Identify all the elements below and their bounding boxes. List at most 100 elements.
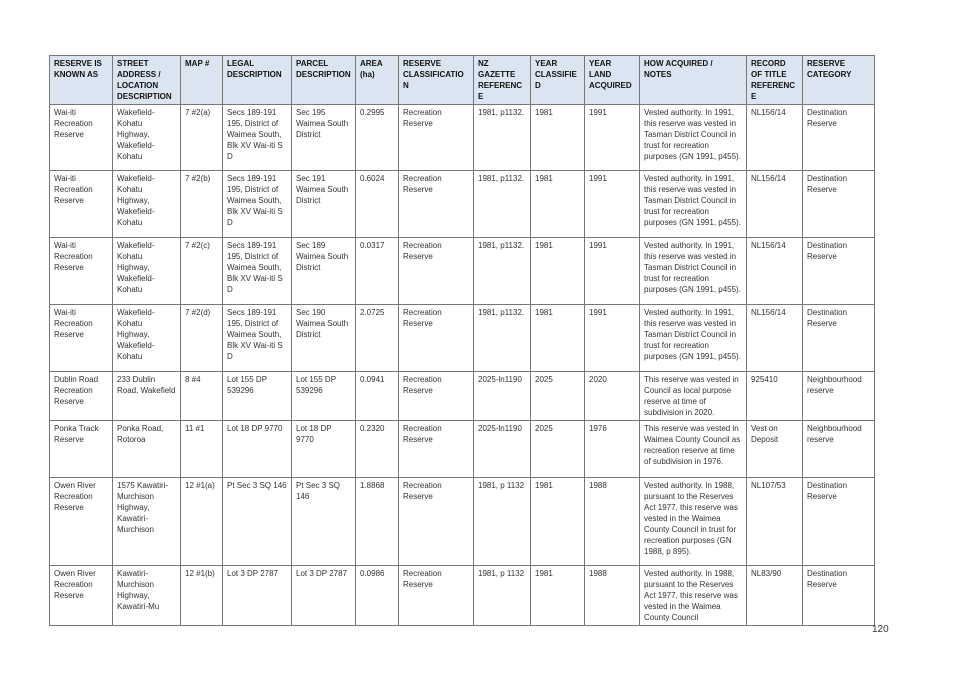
table-cell: 1991 bbox=[584, 170, 640, 238]
table-row: Ponka Track Reserve Ponka Road, Rotoroa 11… bbox=[49, 420, 875, 478]
table-cell: NL156/14 bbox=[746, 104, 803, 171]
table-cell: 1981 bbox=[530, 304, 585, 372]
table-cell: Lot 3 DP 2787 bbox=[222, 565, 292, 626]
table-cell: Recreation Reserve bbox=[398, 170, 474, 238]
table-cell: Destination Reserve bbox=[802, 104, 875, 171]
table-cell: 12 #1(a) bbox=[180, 477, 223, 566]
table-cell: Pt Sec 3 SQ 146 bbox=[222, 477, 292, 566]
reserve-table: RESERVE IS KNOWN AS STREET ADDRESS / LOCA… bbox=[49, 55, 875, 626]
header-cell: LEGAL DESCRIPTION bbox=[222, 55, 292, 105]
table-cell: 0.0941 bbox=[355, 371, 399, 421]
table-cell: 1981, p 1132 bbox=[473, 565, 531, 626]
table-cell: 1988 bbox=[584, 565, 640, 626]
header-cell: YEAR CLASSIFIED bbox=[530, 55, 585, 105]
table-cell: 0.2995 bbox=[355, 104, 399, 171]
table-cell: 1981, p 1132 bbox=[473, 477, 531, 566]
header-cell: STREET ADDRESS / LOCATION DESCRIPTION bbox=[112, 55, 181, 105]
table-cell: 1981, p1132. bbox=[473, 170, 531, 238]
table-cell: Recreation Reserve bbox=[398, 237, 474, 305]
table-cell: Destination Reserve bbox=[802, 477, 875, 566]
table-cell: 1976 bbox=[584, 420, 640, 478]
table-cell: Vested authority. In 1991, this reserve … bbox=[639, 304, 747, 372]
table-cell: 8 #4 bbox=[180, 371, 223, 421]
table-cell: This reserve was vested in Waimea County… bbox=[639, 420, 747, 478]
table-cell: Sec 190 Waimea South District bbox=[291, 304, 356, 372]
table-cell: 1.8868 bbox=[355, 477, 399, 566]
table-cell: Recreation Reserve bbox=[398, 420, 474, 478]
table-cell: Vested authority. In 1991, this reserve … bbox=[639, 237, 747, 305]
table-cell: 7 #2(d) bbox=[180, 304, 223, 372]
table-cell: Recreation Reserve bbox=[398, 477, 474, 566]
header-cell: HOW ACQUIRED / NOTES bbox=[639, 55, 747, 105]
table-cell: Vested authority. In 1988, pursuant to t… bbox=[639, 565, 747, 626]
table-cell: Sec 195 Waimea South District bbox=[291, 104, 356, 171]
table-cell: 0.0317 bbox=[355, 237, 399, 305]
header-cell: NZ GAZETTE REFERENCE bbox=[473, 55, 531, 105]
header-cell: PARCEL DESCRIPTION bbox=[291, 55, 356, 105]
header-row: RESERVE IS KNOWN AS STREET ADDRESS / LOCA… bbox=[49, 55, 875, 105]
table-cell: 12 #1(b) bbox=[180, 565, 223, 626]
table-cell: 2025-ln1190 bbox=[473, 420, 531, 478]
table-cell: 1991 bbox=[584, 237, 640, 305]
table-cell: Recreation Reserve bbox=[398, 371, 474, 421]
table-cell: Secs 189-191 195, District of Waimea Sou… bbox=[222, 104, 292, 171]
table-cell: NL156/14 bbox=[746, 304, 803, 372]
table-cell: 2025 bbox=[530, 420, 585, 478]
table-cell: Wakefield-Kohatu Highway, Wakefield-Koha… bbox=[112, 304, 181, 372]
table-row: Wai-iti Recreation Reserve Wakefield-Koha… bbox=[49, 170, 875, 238]
table-cell: Wakefield-Kohatu Highway, Wakefield-Koha… bbox=[112, 170, 181, 238]
table-cell: Recreation Reserve bbox=[398, 565, 474, 626]
table-cell: Secs 189-191 195, District of Waimea Sou… bbox=[222, 170, 292, 238]
header-cell: AREA (ha) bbox=[355, 55, 399, 105]
table-cell: Vested authority. In 1991, this reserve … bbox=[639, 170, 747, 238]
table-cell: 1981 bbox=[530, 104, 585, 171]
table-cell: Destination Reserve bbox=[802, 237, 875, 305]
table-body: Wai-iti Recreation Reserve Wakefield-Koha… bbox=[49, 104, 875, 626]
table-cell: 1981, p1132. bbox=[473, 237, 531, 305]
table-cell: 233 Dublin Road, Wakefield bbox=[112, 371, 181, 421]
header-cell: RESERVE IS KNOWN AS bbox=[49, 55, 113, 105]
table-cell: 1991 bbox=[584, 104, 640, 171]
table-cell: NL156/14 bbox=[746, 237, 803, 305]
table-cell: 1988 bbox=[584, 477, 640, 566]
table-cell: 7 #2(c) bbox=[180, 237, 223, 305]
table-cell: Lot 155 DP 539296 bbox=[291, 371, 356, 421]
table-cell: 11 #1 bbox=[180, 420, 223, 478]
table-cell: This reserve was vested in Council as lo… bbox=[639, 371, 747, 421]
table-cell: Wakefield-Kohatu Highway, Wakefield-Koha… bbox=[112, 237, 181, 305]
table-cell: NL107/53 bbox=[746, 477, 803, 566]
table-cell: 0.6024 bbox=[355, 170, 399, 238]
header-cell: RESERVE CLASSIFICATION bbox=[398, 55, 474, 105]
table-row: Owen River Recreation Reserve 1575 Kawati… bbox=[49, 477, 875, 566]
table-cell: 1991 bbox=[584, 304, 640, 372]
table-cell: Pt Sec 3 SQ 146 bbox=[291, 477, 356, 566]
table-row: Owen River Recreation Reserve Kawatiri-Mu… bbox=[49, 565, 875, 626]
table-cell: Recreation Reserve bbox=[398, 304, 474, 372]
table-cell: Sec 189 Waimea South District bbox=[291, 237, 356, 305]
table-cell: Wai-iti Recreation Reserve bbox=[49, 104, 113, 171]
table-cell: 1981 bbox=[530, 565, 585, 626]
table-cell: Dublin Road Recreation Reserve bbox=[49, 371, 113, 421]
table-cell: Lot 3 DP 2787 bbox=[291, 565, 356, 626]
table-cell: Owen River Recreation Reserve bbox=[49, 477, 113, 566]
table-cell: Vested authority. In 1988, pursuant to t… bbox=[639, 477, 747, 566]
table-cell: Vest on Deposit bbox=[746, 420, 803, 478]
table-cell: 2025-ln1190 bbox=[473, 371, 531, 421]
table-cell: Wakefield-Kohatu Highway, Wakefield-Koha… bbox=[112, 104, 181, 171]
table-cell: Secs 189-191 195, District of Waimea Sou… bbox=[222, 304, 292, 372]
table-cell: Ponka Road, Rotoroa bbox=[112, 420, 181, 478]
header-cell: RECORD OF TITLE REFERENCE bbox=[746, 55, 803, 105]
table-cell: Destination Reserve bbox=[802, 304, 875, 372]
header-cell: MAP # bbox=[180, 55, 223, 105]
table-cell: Wai-iti Recreation Reserve bbox=[49, 237, 113, 305]
table-cell: 0.0986 bbox=[355, 565, 399, 626]
table-cell: Destination Reserve bbox=[802, 170, 875, 238]
table-cell: Lot 18 DP 9770 bbox=[222, 420, 292, 478]
table-cell: 1981, p1132. bbox=[473, 104, 531, 171]
table-cell: 1981, p1132. bbox=[473, 304, 531, 372]
table-cell: 0.2320 bbox=[355, 420, 399, 478]
table-cell: Destination Reserve bbox=[802, 565, 875, 626]
table-cell: Kawatiri-Murchison Highway, Kawatiri-Mu bbox=[112, 565, 181, 626]
table-cell: 7 #2(a) bbox=[180, 104, 223, 171]
